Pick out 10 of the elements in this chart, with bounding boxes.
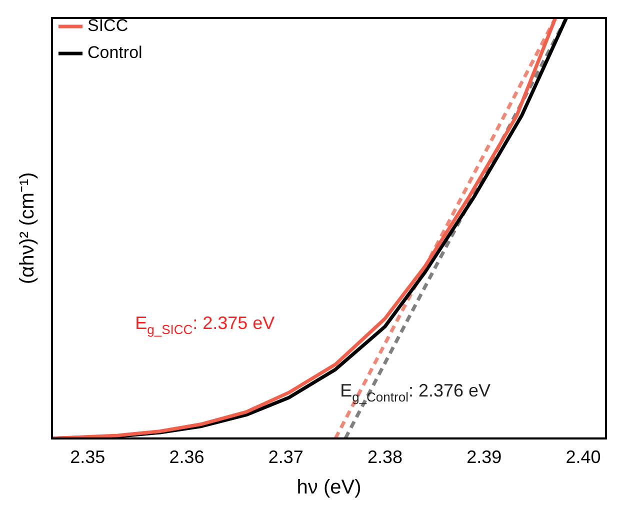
x-tick-label: 2.39 — [466, 447, 502, 468]
x-tick-label: 2.37 — [268, 447, 304, 468]
legend-label: SICC — [88, 16, 128, 36]
x-tick-label: 2.38 — [367, 447, 403, 468]
x-axis-title: hν (eV) — [296, 476, 362, 499]
x-tick-label: 2.36 — [169, 447, 204, 468]
legend-label: Control — [88, 43, 142, 62]
y-axis-title: (αhν)² (cm⁻¹) — [16, 172, 39, 284]
x-tick-label: 2.35 — [70, 447, 106, 468]
x-tick-label: 2.40 — [566, 447, 601, 468]
